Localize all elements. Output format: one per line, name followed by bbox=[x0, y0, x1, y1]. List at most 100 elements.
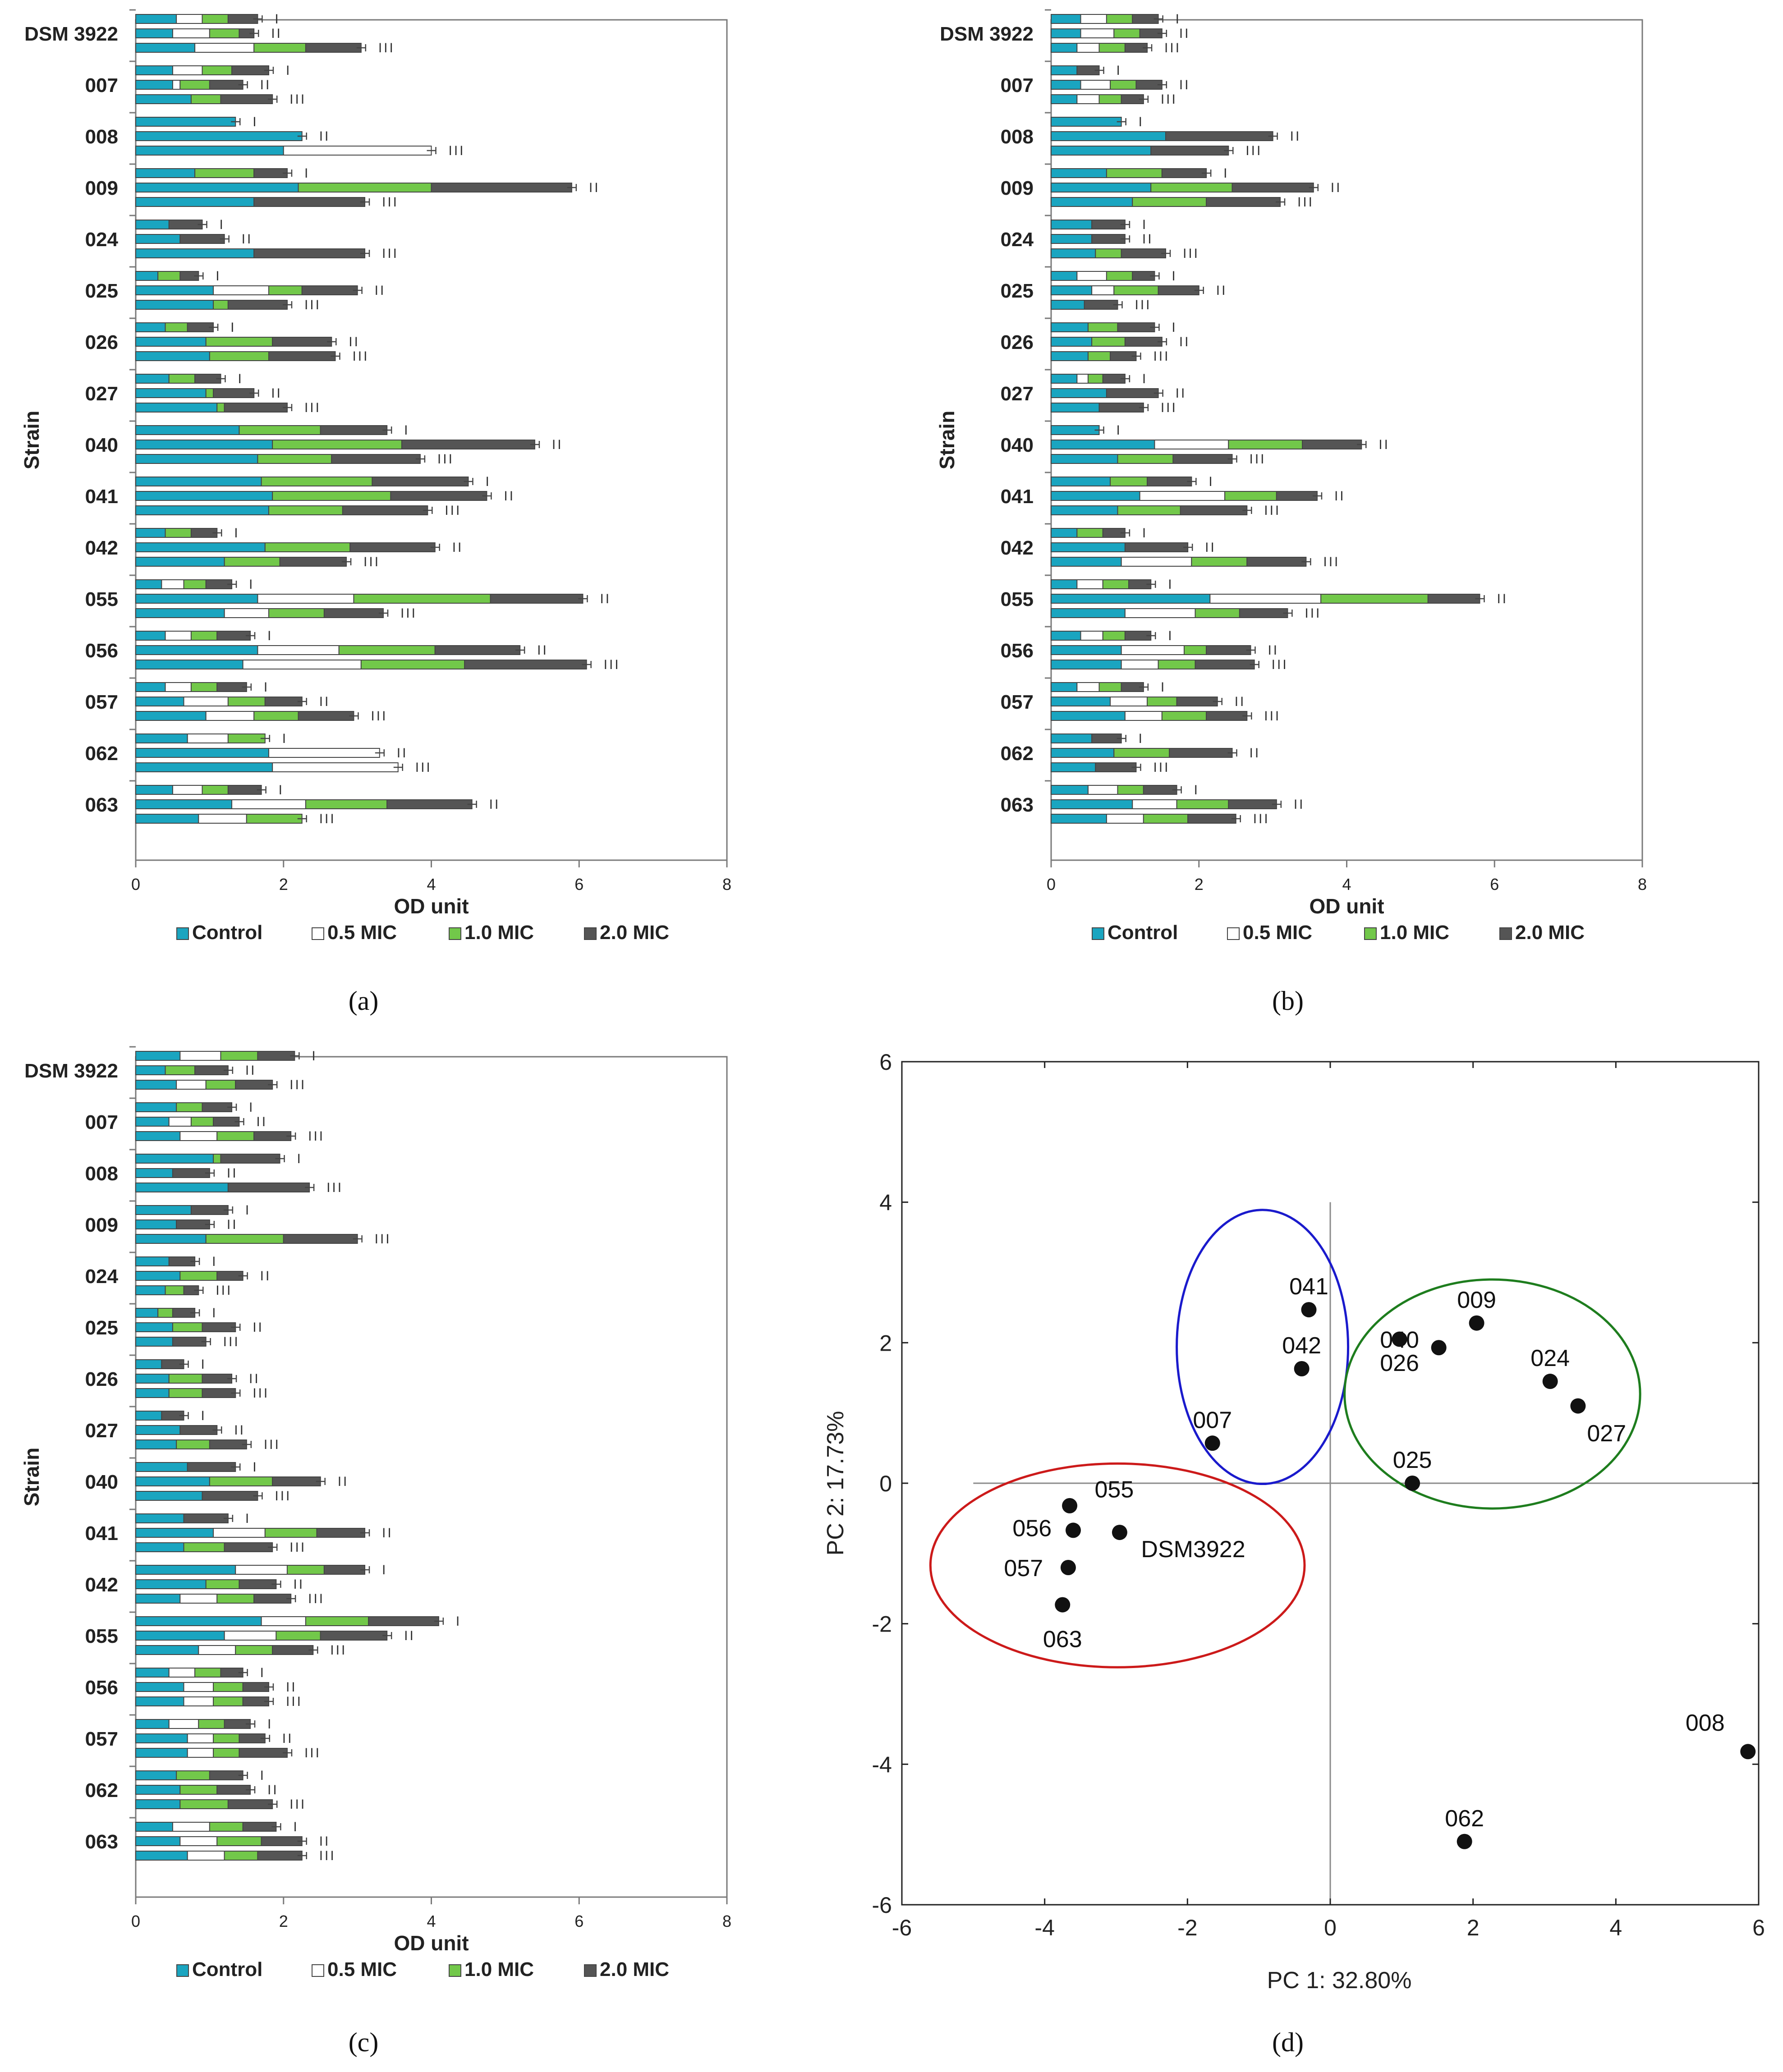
legend-entry: Control bbox=[192, 921, 262, 944]
bar-segment-control bbox=[135, 1770, 177, 1780]
sub-bar-roman-label: III bbox=[290, 1077, 306, 1092]
y-tick-label: -4 bbox=[872, 1752, 892, 1777]
bar-segment-1-0-mic bbox=[209, 351, 269, 361]
sub-bar-roman-label: III bbox=[1264, 709, 1281, 724]
data-point bbox=[1055, 1597, 1071, 1613]
bar-segment-control bbox=[135, 1117, 170, 1127]
category-label: 062 bbox=[85, 1779, 118, 1802]
bar-segment-0-5-mic bbox=[1076, 94, 1100, 104]
bar-segment-0-5-mic bbox=[1087, 785, 1118, 795]
bar-segment-control bbox=[1051, 28, 1081, 38]
bar-segment-1-0-mic bbox=[1098, 682, 1122, 692]
sub-bar-roman-label: III bbox=[290, 92, 306, 107]
bar-segment-0-5-mic bbox=[1209, 594, 1322, 604]
bar-segment-control bbox=[1051, 594, 1211, 604]
bar-segment-1-0-mic bbox=[1087, 351, 1111, 361]
category-label: 024 bbox=[1001, 229, 1034, 251]
bar-segment-1-0-mic bbox=[213, 300, 229, 310]
sub-bar-roman-label: III bbox=[449, 143, 465, 158]
bar-segment-1-0-mic bbox=[246, 814, 303, 824]
sub-bar-roman-label: II bbox=[1294, 797, 1305, 812]
category-label: 056 bbox=[1001, 640, 1034, 662]
bar-segment-control bbox=[135, 1733, 188, 1743]
bar-segment-1-0-mic bbox=[190, 631, 218, 641]
bar-segment-2-0-mic bbox=[261, 1836, 303, 1846]
bar-segment-1-0-mic bbox=[1195, 608, 1240, 618]
bar-segment-control bbox=[135, 220, 170, 229]
sub-bar-roman-label: III bbox=[253, 1386, 269, 1401]
sub-bar-roman-label: II bbox=[319, 1834, 331, 1849]
sub-bar-roman-label: III bbox=[400, 606, 417, 621]
sub-bar-roman-label: I bbox=[249, 1100, 254, 1115]
bar-segment-0-5-mic bbox=[198, 814, 247, 824]
sub-bar-roman-label: III bbox=[604, 657, 620, 672]
bar-segment-1-0-mic bbox=[1228, 440, 1303, 449]
bar-segment-1-0-mic bbox=[205, 1080, 236, 1090]
bar-segment-0-5-mic bbox=[1139, 491, 1226, 501]
category-label: 027 bbox=[1001, 383, 1034, 405]
bar-segment-1-0-mic bbox=[209, 1822, 244, 1832]
sub-bar-roman-label: II bbox=[397, 746, 408, 761]
bar-segment-2-0-mic bbox=[257, 1051, 295, 1061]
bar-segment-control bbox=[135, 1491, 203, 1501]
cluster-ellipse-1 bbox=[1343, 1278, 1641, 1510]
bar-segment-1-0-mic bbox=[1087, 322, 1118, 332]
sub-bar-roman-label: III bbox=[304, 298, 321, 312]
x-tick-label: 0 bbox=[131, 1912, 140, 1930]
y-tick-label: -2 bbox=[872, 1612, 892, 1637]
legend-swatch bbox=[584, 1964, 597, 1977]
category-label: 024 bbox=[85, 229, 119, 251]
bar-segment-0-5-mic bbox=[179, 1131, 218, 1141]
legend-swatch bbox=[176, 1964, 189, 1977]
bar-segment-0-5-mic bbox=[183, 1696, 214, 1706]
bar-segment-0-5-mic bbox=[1121, 557, 1192, 567]
cluster-ellipse-2 bbox=[929, 1462, 1306, 1669]
sub-bar-roman-label: III bbox=[445, 503, 461, 518]
bar-segment-0-5-mic bbox=[1106, 814, 1144, 824]
sub-bar-roman-label: II bbox=[1179, 335, 1190, 349]
bar-segment-control bbox=[1051, 711, 1126, 721]
bar-segment-1-0-mic bbox=[268, 608, 325, 618]
bar-segment-2-0-mic bbox=[1276, 491, 1318, 501]
bar-segment-2-0-mic bbox=[401, 440, 535, 449]
category-label: 056 bbox=[85, 1677, 118, 1699]
y-axis-label: Strain bbox=[20, 411, 43, 469]
bar-segment-control bbox=[135, 762, 273, 772]
bar-segment-1-0-mic bbox=[268, 505, 343, 515]
bar-segment-control bbox=[135, 146, 284, 156]
sub-bar-roman-label: I bbox=[382, 1563, 387, 1577]
sub-bar-roman-label: II bbox=[600, 591, 611, 606]
sub-bar-roman-label: I bbox=[456, 1614, 461, 1629]
bar-segment-1-0-mic bbox=[165, 1065, 196, 1075]
bar-segment-2-0-mic bbox=[1124, 542, 1189, 552]
bar-segment-0-5-mic bbox=[1132, 799, 1177, 809]
bar-segment-1-0-mic bbox=[305, 799, 388, 809]
bar-segment-control bbox=[135, 528, 166, 538]
sub-bar-roman-label: I bbox=[201, 1408, 207, 1423]
bar-segment-control bbox=[1051, 660, 1122, 669]
sub-bar-roman-label: II bbox=[245, 1063, 257, 1078]
x-axis-label: OD unit bbox=[394, 894, 469, 918]
bar-segment-control bbox=[135, 1682, 184, 1692]
sub-bar-roman-label: I bbox=[293, 1820, 299, 1834]
bar-segment-1-0-mic bbox=[213, 1696, 244, 1706]
x-axis-label: OD unit bbox=[1309, 894, 1384, 918]
sub-bar-roman-label: II bbox=[1235, 694, 1246, 709]
panel-label: (c) bbox=[349, 2027, 379, 2057]
bar-segment-control bbox=[135, 1836, 181, 1846]
bar-segment-2-0-mic bbox=[253, 168, 288, 178]
bar-segment-0-5-mic bbox=[1076, 43, 1100, 53]
bar-segment-2-0-mic bbox=[227, 1799, 273, 1809]
data-point bbox=[1405, 1476, 1420, 1491]
bar-segment-control bbox=[135, 1631, 225, 1641]
bar-segment-2-0-mic bbox=[323, 1565, 366, 1575]
bar-segment-control bbox=[135, 682, 166, 692]
legend-entry: 0.5 MIC bbox=[327, 1958, 397, 1980]
bar-segment-1-0-mic bbox=[172, 1322, 203, 1332]
sub-bar-roman-label: I bbox=[245, 1203, 251, 1218]
point-label: 009 bbox=[1457, 1287, 1496, 1313]
sub-bar-roman-label: III bbox=[371, 709, 387, 724]
bar-segment-control bbox=[1051, 183, 1152, 193]
sub-bar-roman-label: I bbox=[1142, 217, 1148, 232]
bar-segment-0-5-mic bbox=[257, 645, 340, 655]
